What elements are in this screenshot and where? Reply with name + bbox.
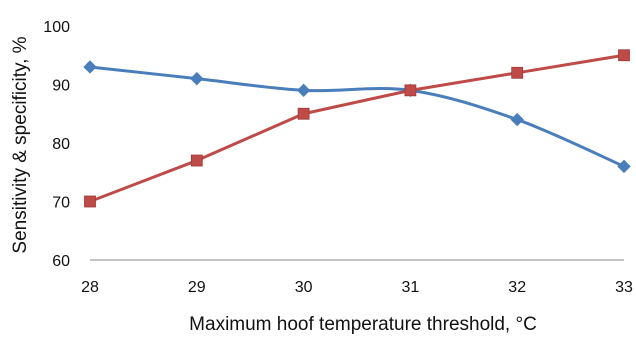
- x-tick-label: 30: [295, 279, 313, 296]
- x-tick-label: 31: [402, 279, 420, 296]
- data-point-diamond: [190, 71, 204, 86]
- y-axis-title: Sensitivity & specificity, %: [10, 36, 31, 253]
- x-tick-label: 29: [188, 279, 206, 296]
- data-point-diamond: [296, 83, 311, 98]
- data-point-square: [190, 154, 203, 167]
- data-point-diamond: [617, 159, 631, 174]
- data-point-diamond: [83, 60, 97, 74]
- y-tick-label: 60: [52, 253, 70, 270]
- series-markers: [83, 49, 631, 208]
- x-tick-label: 33: [615, 279, 633, 296]
- data-point-square: [511, 66, 524, 79]
- data-point-square: [618, 49, 630, 62]
- y-tick-label: 70: [52, 195, 70, 212]
- data-point-diamond: [510, 112, 524, 127]
- y-tick-label: 90: [52, 78, 70, 95]
- series-line-1: [88, 65, 626, 168]
- y-tick-label: 100: [43, 19, 70, 36]
- y-tick-label: 80: [52, 136, 70, 153]
- series-line-2: [88, 53, 626, 203]
- tick-labels: 60 70 80 90 100 28 29 30 31 32 33: [43, 19, 633, 296]
- data-point-square: [84, 195, 96, 208]
- x-tick-label: 28: [81, 279, 99, 296]
- data-point-square: [404, 84, 417, 97]
- series-lines: [88, 53, 626, 203]
- x-axis-title: Maximum hoof temperature threshold, °C: [189, 314, 537, 335]
- data-point-square: [297, 107, 310, 120]
- x-tick-label: 32: [508, 279, 526, 296]
